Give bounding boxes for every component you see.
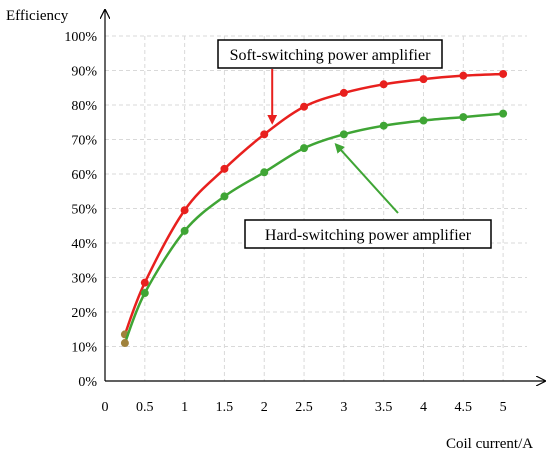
hard-switching-point	[499, 109, 508, 118]
y-tick-label: 40%	[71, 237, 97, 252]
y-axis-title: Efficiency	[6, 8, 69, 24]
hard-switching-arrow	[334, 142, 399, 214]
hard-switching-point	[300, 144, 309, 153]
y-tick-label: 50%	[71, 203, 97, 218]
data-series	[120, 69, 508, 348]
y-tick-label: 60%	[71, 168, 97, 183]
soft-switching-series	[120, 69, 508, 339]
soft-switching-point	[220, 164, 229, 173]
hard-switching-point	[260, 168, 269, 177]
y-tick-label: 70%	[71, 134, 97, 149]
x-tick-label: 0.5	[136, 400, 154, 415]
x-tick-label: 5	[500, 400, 507, 415]
x-tick-label: 1	[181, 400, 188, 415]
soft-switching-point	[339, 88, 348, 97]
hard-switching-point	[419, 116, 428, 125]
hard-switching-point	[180, 226, 189, 235]
y-tick-label: 90%	[71, 65, 97, 80]
y-tick-label: 30%	[71, 272, 97, 287]
soft-switching-point	[180, 206, 189, 215]
y-tick-label: 80%	[71, 99, 97, 114]
x-tick-label: 3.5	[375, 400, 393, 415]
soft-switching-point	[260, 130, 269, 139]
y-tick-label: 20%	[71, 306, 97, 321]
x-axis-title: Coil current/A	[446, 436, 533, 452]
soft-switching-point	[499, 69, 508, 78]
x-tick-label: 2.5	[295, 400, 313, 415]
x-tick-label: 0	[102, 400, 109, 415]
x-tick-label: 4.5	[455, 400, 473, 415]
hard-switching-point	[339, 130, 348, 139]
soft-switching-annotation: Soft-switching power amplifier	[217, 39, 443, 125]
hard-switching-point	[120, 339, 129, 348]
x-tick-label: 3	[340, 400, 347, 415]
hard-switching-label-box	[244, 219, 492, 249]
hard-switching-point	[140, 289, 149, 298]
axes	[105, 10, 545, 381]
soft-switching-point	[459, 71, 468, 80]
hard-switching-point	[220, 192, 229, 201]
hard-switching-annotation: Hard-switching power amplifier	[244, 142, 492, 249]
soft-switching-point	[300, 102, 309, 111]
soft-switching-point	[419, 75, 428, 84]
hard-switching-label: Hard-switching power amplifier	[265, 227, 472, 244]
x-tick-label: 2	[261, 400, 268, 415]
hard-switching-point	[379, 121, 388, 130]
y-tick-label: 100%	[64, 30, 97, 45]
grid-lines	[105, 35, 527, 381]
soft-switching-line	[123, 72, 504, 335]
y-tick-label: 0%	[78, 375, 97, 390]
soft-switching-point	[140, 278, 149, 287]
soft-switching-point	[379, 80, 388, 89]
soft-switching-label-box	[217, 39, 443, 69]
x-tick-label: 4	[420, 400, 427, 415]
y-tick-label: 10%	[71, 341, 97, 356]
x-tick-label: 1.5	[216, 400, 234, 415]
tick-labels: 0% 10% 20% 30% 40% 50% 60% 70% 80% 90% 100% 0 0.5 1 1.…	[64, 30, 506, 415]
hard-switching-series	[120, 109, 508, 348]
soft-switching-label: Soft-switching power amplifier	[230, 47, 432, 64]
hard-switching-point	[459, 113, 468, 122]
